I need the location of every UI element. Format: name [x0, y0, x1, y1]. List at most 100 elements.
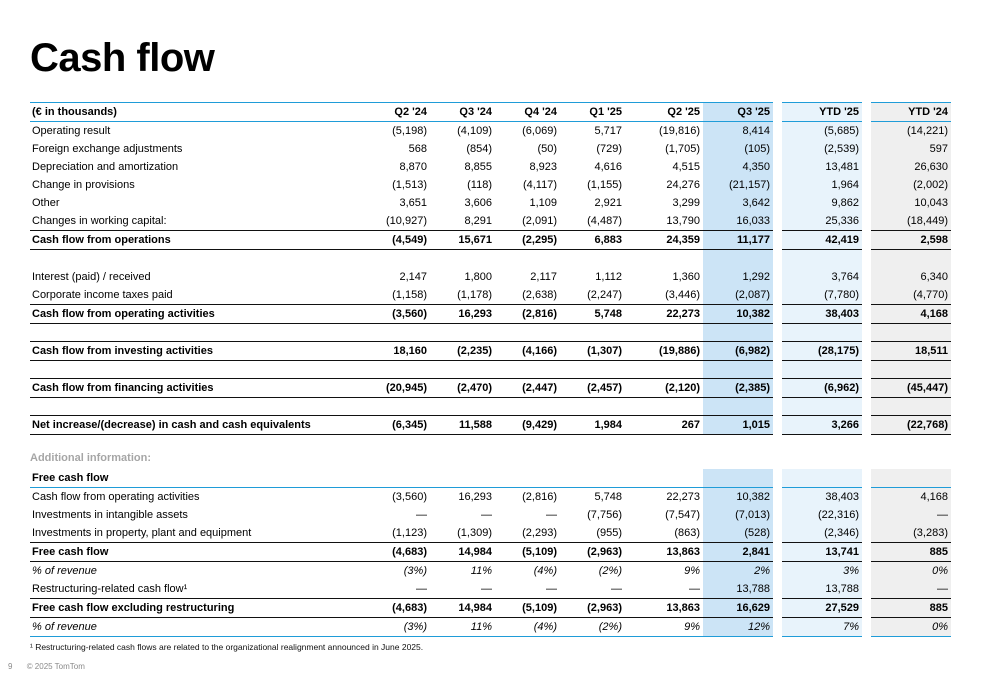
column-gap [862, 360, 871, 378]
cell-value: 11,588 [430, 414, 495, 435]
cell-value: (5,685) [824, 125, 859, 137]
total-row: Cash flow from financing activities (20,9… [30, 377, 951, 398]
column-gap [773, 323, 782, 341]
cell-value [495, 360, 560, 378]
row-label [30, 250, 365, 268]
cell-value: 13,481 [825, 161, 859, 173]
page-number: 9 [8, 662, 13, 671]
cell-value: 14,984 [430, 598, 495, 618]
cell-value: 38,403 [825, 491, 859, 503]
cell-value [560, 250, 625, 268]
table-row: % of revenue (3%) 11% (4%) (2%) 9% 2% 3% 0% [30, 562, 951, 581]
footnote: ¹ Restructuring-related cash flows are r… [30, 642, 424, 652]
column-header: Q2 '24 [365, 102, 430, 122]
cell-value: (2,470) [430, 377, 495, 398]
cell-value: 13,863 [625, 542, 703, 562]
cell-value: 42,419 [782, 230, 862, 250]
cell-value: (1,307) [560, 340, 625, 361]
cell-value: — [416, 583, 427, 595]
column-gap [862, 212, 871, 231]
cell-value: (3,560) [392, 491, 427, 503]
cell-value: (2,638) [522, 288, 557, 301]
column-header: Q3 '24 [430, 102, 495, 122]
table-row: Investments in intangible assets — — — (7,75… [30, 506, 951, 524]
cell-value [560, 360, 625, 378]
copyright: © 2025 TomTom [26, 662, 85, 671]
column-gap [862, 194, 871, 212]
cell-value [871, 360, 951, 378]
free-cash-flow-table: Free cash flow Cash flow from operating a… [30, 469, 951, 637]
additional-info-section: Additional information: Free cash flow Ca… [30, 451, 951, 652]
cell-value: (1,513) [392, 179, 427, 191]
cell-value: 7% [782, 617, 862, 637]
cell-value: (22,768) [871, 414, 951, 435]
cell-value [871, 250, 951, 268]
cell-value: 8,855 [464, 161, 492, 173]
cell-value: (729) [596, 143, 622, 155]
cell-value [365, 397, 430, 415]
cell-value: 18,160 [365, 340, 430, 361]
table-row: Change in provisions (1,513) (118) (4,117) (… [30, 176, 951, 194]
cell-value [625, 323, 703, 341]
cell-value: 18,511 [871, 340, 951, 361]
cell-value: 11% [430, 617, 495, 637]
cell-value: 10,043 [914, 197, 948, 209]
cell-value: (18,449) [907, 215, 948, 227]
row-label: Restructuring-related cash flow¹ [32, 583, 188, 595]
cell-value: 4,168 [871, 303, 951, 324]
cell-value [495, 323, 560, 341]
row-label: Investments in property, plant and equip… [32, 527, 252, 539]
total-row: Free cash flow (4,683) 14,984 (5,109) (2,963… [30, 542, 951, 562]
column-gap [862, 562, 871, 581]
cell-value: — [689, 583, 700, 595]
row-label [30, 360, 365, 378]
cell-value: (4%) [495, 617, 560, 637]
unit-label: (€ in thousands) [30, 102, 365, 122]
table-row: Restructuring-related cash flow¹ — — — — — 13,… [30, 580, 951, 599]
table-row: Depreciation and amortization 8,870 8,855 8… [30, 158, 951, 176]
cell-value: 0% [871, 617, 951, 637]
column-gap [773, 397, 782, 415]
cell-value: (28,175) [782, 340, 862, 361]
cell-value: (2,963) [560, 542, 625, 562]
column-gap [862, 524, 871, 543]
column-gap [862, 176, 871, 194]
column-gap [773, 212, 782, 231]
row-label: Free cash flow [30, 542, 365, 562]
cell-value: 2,117 [530, 270, 557, 283]
cell-value: 27,529 [782, 598, 862, 618]
cell-value: (2%) [560, 617, 625, 637]
cell-value: 3,642 [742, 197, 770, 209]
total-row: Free cash flow excluding restructuring (4… [30, 598, 951, 618]
cell-value: 5,748 [594, 491, 622, 503]
spacer-row [30, 250, 951, 268]
cell-value: 8,414 [742, 125, 770, 137]
row-label: Corporate income taxes paid [32, 288, 173, 301]
cell-value [365, 469, 430, 488]
cell-value: 14,984 [430, 542, 495, 562]
free-cash-flow-table-body: Free cash flow Cash flow from operating a… [30, 469, 951, 637]
cell-value: (6,345) [365, 414, 430, 435]
cell-value: — [416, 509, 427, 521]
cell-value: 13,741 [782, 542, 862, 562]
cell-value: 4,350 [742, 161, 770, 173]
cell-value: (2,346) [824, 527, 859, 539]
cell-value: (5,198) [392, 125, 427, 137]
cell-value: 8,870 [399, 161, 427, 173]
cell-value: (7,013) [735, 509, 770, 521]
cell-value: (2,447) [495, 377, 560, 398]
cell-value: (2,293) [522, 527, 557, 539]
cell-value: 15,671 [430, 230, 495, 250]
cell-value [430, 469, 495, 488]
cell-value [495, 250, 560, 268]
column-gap [773, 122, 782, 141]
cell-value: (19,886) [625, 340, 703, 361]
column-gap [773, 360, 782, 378]
table-row: Operating result (5,198) (4,109) (6,069) 5,7… [30, 122, 951, 141]
column-gap [773, 176, 782, 194]
column-gap [862, 618, 871, 637]
cell-value [430, 250, 495, 268]
column-gap [862, 415, 871, 434]
cell-value: 2,841 [703, 542, 773, 562]
column-gap [773, 469, 782, 488]
